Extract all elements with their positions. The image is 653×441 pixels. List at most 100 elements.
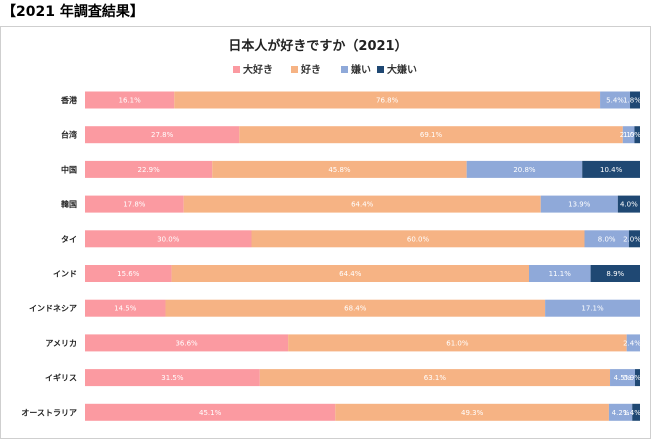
stacked-bar-chart: 日本人が好きですか（2021） 大好き 好き 嫌い 大嫌い 16.1% 76.8% 5.4… xyxy=(21,38,641,421)
legend-swatch xyxy=(291,66,298,73)
data-label: 64.4% xyxy=(339,270,362,278)
page-heading: 【2021 年調査結果】 xyxy=(2,4,144,20)
bar-segment xyxy=(288,334,627,352)
bar-segment xyxy=(85,195,184,213)
legend-swatch xyxy=(233,66,240,73)
legend-item-1: 好き xyxy=(291,63,321,76)
bar-segment xyxy=(85,126,240,144)
data-label: 68.4% xyxy=(344,305,367,313)
data-label: 1.4% xyxy=(623,409,641,417)
data-label: 11.1% xyxy=(549,270,572,278)
bar-segment xyxy=(85,299,166,317)
data-label: 4.0% xyxy=(620,201,638,209)
data-label: 14.5% xyxy=(114,305,137,313)
legend-label: 好き xyxy=(300,63,321,76)
data-label: 0.9% xyxy=(623,374,641,382)
data-label: 30.0% xyxy=(157,235,180,243)
data-label: 4.2% xyxy=(612,409,630,417)
data-label: 10.4% xyxy=(600,166,623,174)
bar-segment xyxy=(174,91,601,109)
legend-label: 大好き xyxy=(243,63,273,76)
bar-segment xyxy=(85,230,252,248)
data-label: 31.5% xyxy=(161,374,184,382)
legend-swatch xyxy=(341,66,348,73)
category-label: インド xyxy=(53,270,77,279)
bar-segment xyxy=(622,126,635,144)
data-label: 64.4% xyxy=(351,201,374,209)
data-label: 45.1% xyxy=(199,409,222,417)
data-label: 2.4% xyxy=(623,339,641,347)
legend-label: 嫌い xyxy=(350,63,371,76)
bar-segment xyxy=(335,403,609,421)
legend-swatch xyxy=(377,66,384,73)
category-label: タイ xyxy=(61,234,77,244)
bar-segment xyxy=(85,91,175,109)
bar-segment xyxy=(466,160,583,178)
bar-segment xyxy=(634,126,640,144)
bar-segment xyxy=(85,160,213,178)
data-label: 17.1% xyxy=(581,305,604,313)
data-label: 8.9% xyxy=(606,270,624,278)
legend-item-0: 大好き xyxy=(233,63,273,76)
bar-segment xyxy=(212,160,467,178)
category-label: 台湾 xyxy=(61,130,77,140)
data-label: 27.8% xyxy=(151,131,174,139)
data-label: 49.3% xyxy=(461,409,484,417)
data-label: 5.4% xyxy=(606,97,624,105)
bar-segment xyxy=(165,299,546,317)
bar-segment xyxy=(251,230,585,248)
data-label: 16.1% xyxy=(119,97,142,105)
bar-segment xyxy=(584,230,629,248)
category-label: 香港 xyxy=(60,95,78,105)
data-label: 17.8% xyxy=(123,201,146,209)
bar-segment xyxy=(628,230,640,248)
bar-segment xyxy=(632,403,640,421)
bars: 16.1% 76.8% 5.4% 1.8% 27.8% 69.1% 2.1%1.0% 22.9… xyxy=(85,91,641,421)
bar-segment xyxy=(183,195,541,213)
bar-segment xyxy=(608,403,633,421)
data-label: 69.1% xyxy=(420,131,443,139)
bar-segment xyxy=(582,160,640,178)
data-label: 8.0% xyxy=(598,235,616,243)
data-label: 20.8% xyxy=(513,166,536,174)
data-label: 1.0% xyxy=(623,131,641,139)
bar-segment xyxy=(529,265,591,282)
chart-frame: 日本人が好きですか（2021） 大好き 好き 嫌い 大嫌い 16.1% 76.8% 5.4… xyxy=(0,26,651,439)
data-label: 36.6% xyxy=(175,339,198,347)
data-label: 1.8% xyxy=(623,97,641,105)
bar-segment xyxy=(85,369,260,387)
data-label: 4.5% xyxy=(614,374,632,382)
bar-segment xyxy=(259,369,611,387)
bar-segment xyxy=(600,91,631,109)
data-label: 63.1% xyxy=(424,374,447,382)
bar-segment xyxy=(545,299,640,317)
data-label: 60.0% xyxy=(407,235,430,243)
bar-segment xyxy=(610,369,636,387)
bar-segment xyxy=(590,265,640,282)
category-label: 韓国 xyxy=(61,199,77,209)
bar-segment xyxy=(85,403,336,421)
data-label: 13.9% xyxy=(568,201,591,209)
data-label: 45.8% xyxy=(328,166,351,174)
data-label: 2.1% xyxy=(620,131,638,139)
legend-item-3: 大嫌い xyxy=(377,63,417,76)
data-label: 61.0% xyxy=(446,339,469,347)
data-label: 76.8% xyxy=(376,97,399,105)
bar-segment xyxy=(635,369,640,387)
bar-segment xyxy=(85,265,172,282)
bar-segment xyxy=(85,334,289,352)
category-label: アメリカ xyxy=(45,339,77,348)
data-label: 15.6% xyxy=(117,270,140,278)
legend-label: 大嫌い xyxy=(387,63,417,76)
data-label: 2.0% xyxy=(623,235,641,243)
legend: 大好き 好き 嫌い 大嫌い xyxy=(233,63,417,76)
category-label: イギリス xyxy=(45,373,77,383)
category-label: インドネシア xyxy=(29,303,77,313)
bar-segment xyxy=(171,265,529,282)
bar-segment xyxy=(239,126,623,144)
bar-segment xyxy=(540,195,618,213)
bar-segment xyxy=(626,334,640,352)
legend-item-2: 嫌い xyxy=(341,63,371,76)
bar-segment xyxy=(630,91,640,109)
